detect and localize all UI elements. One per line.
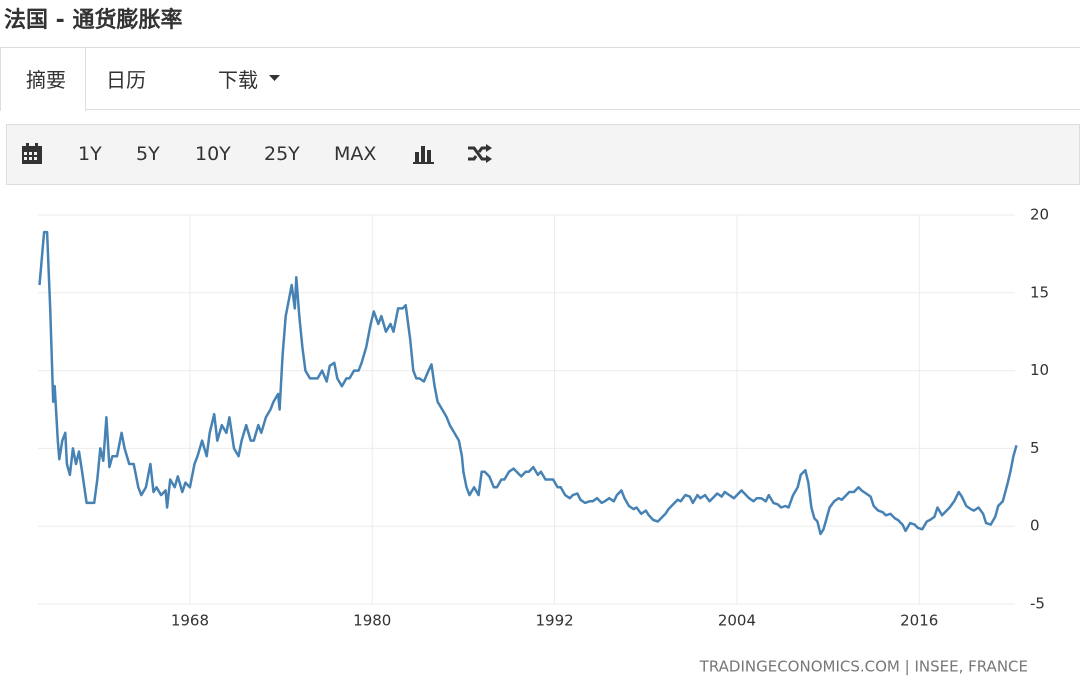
active-tab-frame [0,47,86,111]
x-tick-label: 2016 [900,612,938,630]
y-tick-label: 20 [1030,206,1049,224]
range-button[interactable]: 1Y [78,143,102,165]
y-tick-label: 5 [1030,439,1040,457]
x-tick-label: 1992 [535,612,573,630]
x-tick-label: 1968 [171,612,209,630]
tab[interactable]: 摘要 [26,68,66,92]
y-tick-label: 0 [1030,517,1040,535]
bar-chart-icon[interactable] [413,144,435,164]
range-button[interactable]: 5Y [136,143,160,165]
source-note: TRADINGECONOMICS.COM | INSEE, FRANCE [699,658,1028,676]
page-title: 法国 - 通货膨胀率 [4,8,183,33]
dropdown-caret[interactable] [268,74,282,82]
tab[interactable]: 下载 [218,68,258,92]
y-tick-label: -5 [1030,595,1045,613]
range-button[interactable]: 10Y [195,143,231,165]
range-button[interactable]: MAX [334,143,377,165]
range-button[interactable]: 25Y [264,143,300,165]
tab[interactable]: 日历 [106,68,146,92]
tab-bar [0,47,1080,110]
inflation-line [38,230,1018,536]
x-tick-label: 2004 [718,612,756,630]
y-tick-label: 10 [1030,361,1049,379]
shuffle-icon[interactable] [467,144,493,164]
x-tick-label: 1980 [353,612,391,630]
calendar-icon[interactable] [21,143,43,165]
y-tick-label: 15 [1030,283,1049,301]
toolbar [6,124,1080,185]
